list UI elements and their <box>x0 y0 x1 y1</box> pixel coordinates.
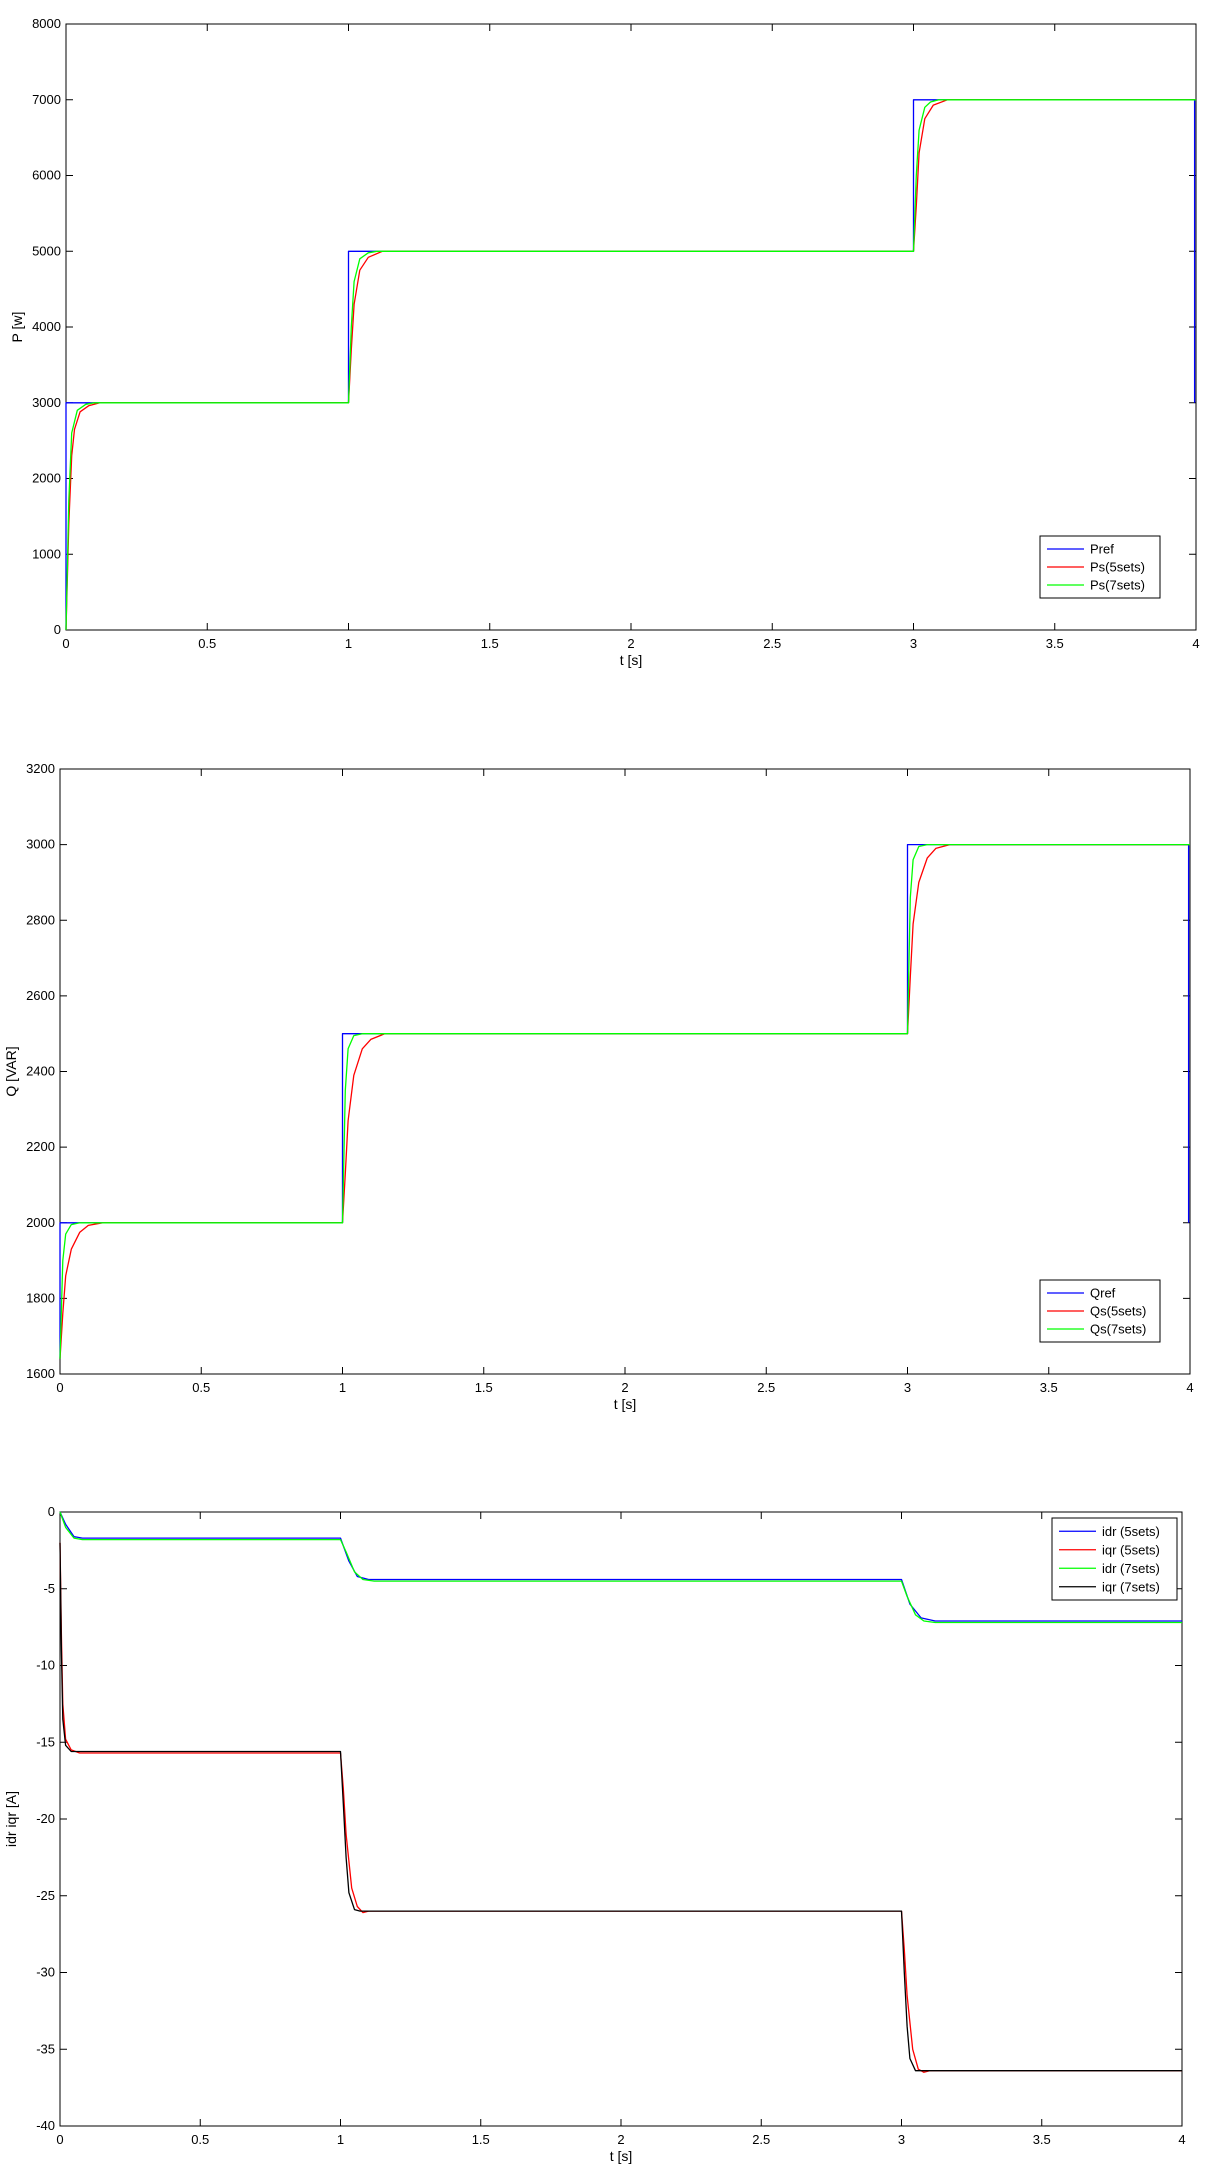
x-tick-label: 1 <box>339 1380 346 1395</box>
y-tick-label: 5000 <box>32 243 61 258</box>
x-tick-label: 0.5 <box>198 636 216 651</box>
y-tick-label: 2400 <box>26 1064 55 1079</box>
y-tick-label: -35 <box>36 2041 55 2056</box>
x-tick-label: 2.5 <box>752 2132 770 2147</box>
legend: idr (5sets) iqr (5sets) idr (7sets) iqr (7s… <box>1051 1517 1178 1601</box>
chart-panel-3: 0 0.5 1 1.5 2 2.5 3 3.5 4 -40 -35 -30 -25 -20 -15 -10 -5… <box>3 1504 1186 2164</box>
y-tick-label: 4000 <box>32 319 61 334</box>
series-line-4 <box>59 1542 1182 2072</box>
x-tick-label: 0 <box>56 1380 63 1395</box>
legend-label: idr (5sets) <box>1102 1524 1160 1539</box>
x-tick-label: 0 <box>62 636 69 651</box>
y-tick-label: 1800 <box>26 1290 55 1305</box>
plot-area <box>65 23 1197 631</box>
legend: Qref Qs(5sets) Qs(7sets) <box>1039 1279 1161 1343</box>
x-tick-label: 3 <box>904 1380 911 1395</box>
series-line-2 <box>59 843 1190 1359</box>
plot-area <box>59 1511 1183 2127</box>
x-tick-label: 2.5 <box>757 1380 775 1395</box>
y-tick-label: 3000 <box>26 837 55 852</box>
y-tick-label: 1000 <box>32 546 61 561</box>
x-tick-label: 3.5 <box>1033 2132 1051 2147</box>
y-tick-label: 3200 <box>26 761 55 776</box>
x-tick-label: 2.5 <box>763 636 781 651</box>
y-tick-label: -40 <box>36 2118 55 2133</box>
legend-label: Pref <box>1090 542 1114 557</box>
x-tick-label: 0 <box>56 2132 63 2147</box>
series-line-3 <box>65 99 1196 631</box>
x-tick-label: 4 <box>1192 636 1199 651</box>
legend-label: idr (7sets) <box>1102 1561 1160 1576</box>
x-tick-label: 1.5 <box>472 2132 490 2147</box>
y-tick-label: 2000 <box>32 471 61 486</box>
series-line-2 <box>65 99 1196 631</box>
y-axis-label: P [w] <box>9 312 25 343</box>
x-tick-label: 3 <box>898 2132 905 2147</box>
y-tick-label: 0 <box>48 1504 55 1519</box>
x-tick-label: 2 <box>621 1380 628 1395</box>
x-axis-label: t [s] <box>620 652 643 668</box>
chart-panel-1: 0 0.5 1 1.5 2 2.5 3 3.5 4 0 1000 2000 3000 4000 5000 60… <box>9 16 1200 668</box>
x-tick-label: 1 <box>337 2132 344 2147</box>
y-tick-label: 8000 <box>32 16 61 31</box>
x-tick-label: 4 <box>1186 1380 1193 1395</box>
legend-label: Ps(5sets) <box>1090 560 1145 575</box>
x-tick-label: 3.5 <box>1040 1380 1058 1395</box>
x-tick-label: 3 <box>910 636 917 651</box>
y-tick-label: 2800 <box>26 912 55 927</box>
x-tick-label: 1.5 <box>481 636 499 651</box>
plot-area <box>59 768 1191 1375</box>
y-tick-label: 3000 <box>32 395 61 410</box>
legend: Pref Ps(5sets) Ps(7sets) <box>1039 535 1161 599</box>
y-tick-label: -10 <box>36 1658 55 1673</box>
x-tick-label: 0.5 <box>191 2132 209 2147</box>
y-tick-label: -20 <box>36 1811 55 1826</box>
y-axis-label: idr iqr [A] <box>3 1791 19 1847</box>
legend-label: Qref <box>1090 1286 1116 1301</box>
x-tick-label: 3.5 <box>1046 636 1064 651</box>
y-tick-label: 2000 <box>26 1215 55 1230</box>
y-axis-label: Q [VAR] <box>3 1046 19 1096</box>
x-tick-label: 1 <box>345 636 352 651</box>
legend-label: Qs(7sets) <box>1090 1322 1146 1337</box>
y-tick-label: 2600 <box>26 988 55 1003</box>
chart-panel-2: 0 0.5 1 1.5 2 2.5 3 3.5 4 1600 1800 2000 2200 2400 260… <box>3 761 1194 1412</box>
legend-label: Qs(5sets) <box>1090 1304 1146 1319</box>
x-tick-label: 2 <box>627 636 634 651</box>
y-tick-label: 7000 <box>32 92 61 107</box>
y-tick-label: 6000 <box>32 168 61 183</box>
x-tick-label: 0.5 <box>192 1380 210 1395</box>
series-line-3 <box>59 843 1190 1359</box>
y-tick-label: -30 <box>36 1965 55 1980</box>
y-tick-label: 2200 <box>26 1139 55 1154</box>
x-tick-label: 2 <box>617 2132 624 2147</box>
y-tick-label: -25 <box>36 1888 55 1903</box>
legend-label: Ps(7sets) <box>1090 578 1145 593</box>
x-tick-label: 4 <box>1178 2132 1185 2147</box>
legend-label: iqr (5sets) <box>1102 1542 1160 1557</box>
y-tick-label: 1600 <box>26 1366 55 1381</box>
x-axis-label: t [s] <box>610 2148 633 2164</box>
y-tick-label: 0 <box>54 622 61 637</box>
y-tick-label: -5 <box>43 1581 55 1596</box>
x-tick-label: 1.5 <box>475 1380 493 1395</box>
y-tick-label: -15 <box>36 1734 55 1749</box>
series-line-3 <box>59 1511 1182 1624</box>
series-line-1 <box>59 1511 1182 1622</box>
x-axis-label: t [s] <box>614 1396 637 1412</box>
legend-label: iqr (7sets) <box>1102 1579 1160 1594</box>
series-line-2 <box>59 1542 1182 2073</box>
